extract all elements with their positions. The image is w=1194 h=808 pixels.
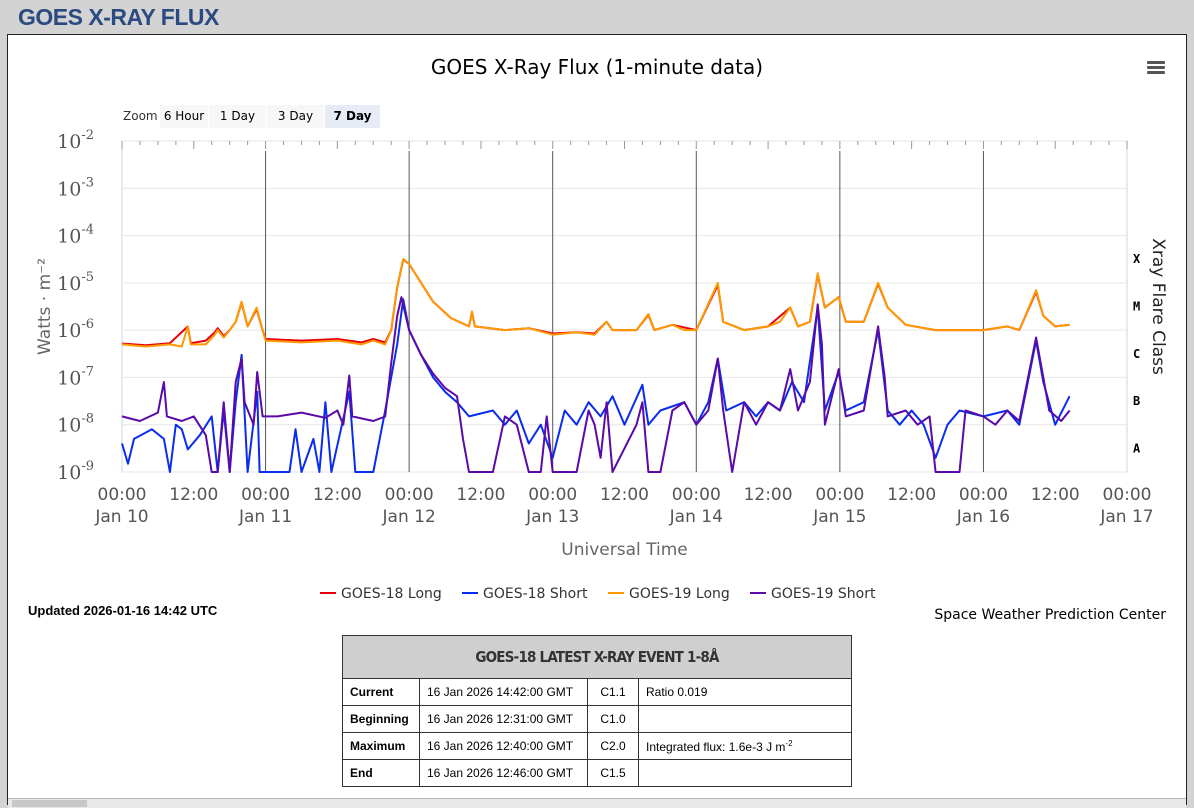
zoom-1-day-button[interactable]: 1 Day xyxy=(209,105,266,128)
x-tick-time: 00:00 xyxy=(385,485,434,505)
y-tick-label: 10-2 xyxy=(57,128,94,153)
x-tick-time: 00:00 xyxy=(241,485,290,505)
legend-item[interactable]: GOES-18 Long xyxy=(341,586,442,602)
x-tick-time: 12:00 xyxy=(456,485,505,505)
xray-flux-chart: GOES X-Ray Flux (1-minute data) 10-2 10-3 1… xyxy=(35,55,1168,602)
row-class: C2.0 xyxy=(587,732,639,760)
row-label: Maximum xyxy=(342,732,420,760)
series-line-goes-19-short xyxy=(121,296,1071,473)
updated-timestamp: Updated 2026-01-16 14:42 UTC xyxy=(28,603,218,618)
y-tick-exponent: -2 xyxy=(81,128,94,143)
zoom-6-hour-button[interactable]: 6 Hour xyxy=(160,105,208,128)
y-tick-label: 10-9 xyxy=(57,459,94,484)
legend-item[interactable]: GOES-19 Short xyxy=(771,586,876,602)
y-tick-label: 10-8 xyxy=(57,412,94,437)
x-tick-date: Jan 11 xyxy=(238,507,292,527)
row-note: Integrated flux: 1.6e-3 J m-2 xyxy=(638,732,852,760)
event-row: Maximum 16 Jan 2026 12:40:00 GMT C2.0 In… xyxy=(342,732,852,760)
x-tick-date: Jan 12 xyxy=(382,507,436,527)
y-tick-label: 10-7 xyxy=(57,364,94,389)
x-tick-time: 12:00 xyxy=(600,485,649,505)
chart-menu-icon[interactable] xyxy=(1147,61,1165,76)
x-tick-time: 00:00 xyxy=(528,485,577,505)
zoom-3-day-button[interactable]: 3 Day xyxy=(267,105,324,128)
x-tick-date: Jan 13 xyxy=(525,507,579,527)
y-tick-label: 10-4 xyxy=(57,223,94,248)
event-table-title: GOES-18 LATEST X-RAY EVENT 1-8Å xyxy=(342,635,852,679)
y-tick-exponent: -5 xyxy=(81,270,94,285)
legend-item[interactable]: GOES-19 Long xyxy=(629,586,730,602)
flare-class-label: X xyxy=(1133,252,1141,266)
row-time: 16 Jan 2026 12:31:00 GMT xyxy=(419,705,588,733)
event-row: End 16 Jan 2026 12:46:00 GMT C1.5 xyxy=(342,759,852,787)
x-tick-time: 12:00 xyxy=(169,485,218,505)
x-tick-date: Jan 14 xyxy=(669,507,723,527)
flare-class-label: M xyxy=(1133,300,1140,314)
row-time: 16 Jan 2026 14:42:00 GMT xyxy=(419,678,588,706)
row-label: End xyxy=(342,759,420,787)
y-tick-exponent: -3 xyxy=(81,175,94,190)
x-tick-date: Jan 15 xyxy=(812,507,866,527)
y-tick-exponent: -4 xyxy=(81,223,94,238)
y-tick-exponent: -7 xyxy=(81,364,94,379)
series-line-goes-19-long xyxy=(121,258,1070,348)
y-tick-label: 10-3 xyxy=(57,175,94,200)
y2-axis-title: Xray Flare Class xyxy=(1148,238,1168,375)
y-axis-title: Watts · m⁻² xyxy=(35,258,55,355)
row-note xyxy=(638,705,852,733)
y-tick-exponent: -6 xyxy=(81,317,94,332)
y-tick-exponent: -9 xyxy=(81,459,94,474)
event-row: Current 16 Jan 2026 14:42:00 GMT C1.1 Ra… xyxy=(342,678,852,706)
x-tick-date: Jan 17 xyxy=(1099,507,1153,527)
row-note: Ratio 0.019 xyxy=(638,678,852,706)
row-label: Beginning xyxy=(342,705,420,733)
latest-event-table: GOES-18 LATEST X-RAY EVENT 1-8Å Current … xyxy=(342,635,852,787)
legend-item[interactable]: GOES-18 Short xyxy=(483,586,588,602)
note-sup: -2 xyxy=(785,738,793,748)
x-tick-time: 00:00 xyxy=(98,485,147,505)
x-tick-time: 00:00 xyxy=(1103,485,1152,505)
horizontal-scrollbar[interactable] xyxy=(8,798,1186,808)
note-text: Integrated flux: 1.6e-3 J m xyxy=(646,739,786,754)
y-tick-label: 10-5 xyxy=(57,270,94,295)
flare-class-label: A xyxy=(1133,441,1141,455)
x-tick-time: 12:00 xyxy=(887,485,936,505)
chart-title: GOES X-Ray Flux (1-minute data) xyxy=(431,55,763,79)
x-tick-time: 00:00 xyxy=(815,485,864,505)
flare-class-label: B xyxy=(1133,394,1140,408)
row-class: C1.5 xyxy=(587,759,639,787)
x-tick-time: 12:00 xyxy=(313,485,362,505)
x-tick-date: Jan 10 xyxy=(94,507,148,527)
page-header: GOES X-RAY FLUX xyxy=(18,4,219,30)
row-time: 16 Jan 2026 12:46:00 GMT xyxy=(419,759,588,787)
row-class: C1.0 xyxy=(587,705,639,733)
x-tick-time: 00:00 xyxy=(672,485,721,505)
y-tick-exponent: -8 xyxy=(81,412,94,427)
x-tick-time: 00:00 xyxy=(959,485,1008,505)
row-class: C1.1 xyxy=(587,678,639,706)
event-row: Beginning 16 Jan 2026 12:31:00 GMT C1.0 xyxy=(342,705,852,733)
y-tick-label: 10-6 xyxy=(57,317,94,342)
row-label: Current xyxy=(342,678,420,706)
credit-text: Space Weather Prediction Center xyxy=(934,607,1166,623)
row-time: 16 Jan 2026 12:40:00 GMT xyxy=(419,732,588,760)
x-tick-time: 12:00 xyxy=(744,485,793,505)
x-axis-title: Universal Time xyxy=(561,540,687,560)
zoom-label: Zoom xyxy=(123,109,158,123)
note-text: Ratio 0.019 xyxy=(646,685,708,699)
series-line-goes-18-short xyxy=(121,298,1071,473)
row-note xyxy=(638,759,852,787)
x-tick-time: 12:00 xyxy=(1031,485,1080,505)
x-tick-date: Jan 16 xyxy=(956,507,1010,527)
flare-class-label: C xyxy=(1133,347,1140,361)
zoom-7-day-button[interactable]: 7 Day xyxy=(325,105,380,128)
